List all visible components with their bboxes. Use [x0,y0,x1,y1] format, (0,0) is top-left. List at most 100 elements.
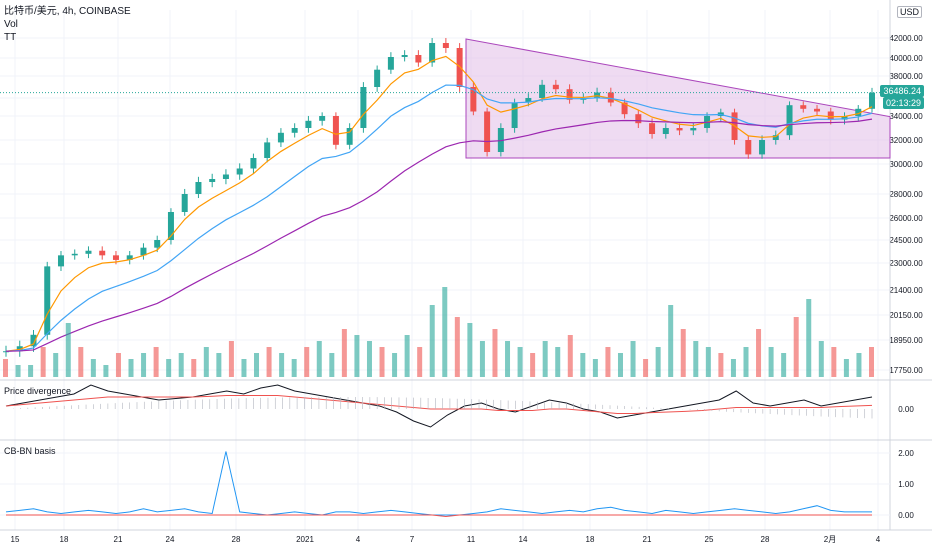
volume-bar [617,353,623,377]
volume-bar [404,335,410,377]
basis-pane-label: CB-BN basis [4,446,56,456]
volume-bar [379,347,385,377]
candle-body [497,128,504,152]
candle-body [415,55,422,63]
candle-body [360,87,367,128]
candle-body [222,174,229,179]
volume-bar [329,353,335,377]
volume-bar [115,353,121,377]
volume-bar [241,359,247,377]
volume-bar [65,323,71,377]
x-tick-label: 4 [356,535,361,544]
volume-bar [141,353,147,377]
volume-bar [254,353,260,377]
x-tick-label: 15 [11,535,20,544]
y-tick-label: 26000.00 [889,214,923,223]
candle-body [484,111,491,152]
candle-body [236,168,243,175]
candle-body [855,108,862,116]
y-tick-label: 42000.00 [889,34,923,43]
volume-bar [492,329,498,377]
volume-bar [392,353,398,377]
candle-body [167,212,174,240]
volume-bar [668,305,674,377]
tt-label: TT [4,32,17,43]
candle-body [511,102,518,128]
volume-bar [417,347,423,377]
candle-body [57,255,64,267]
candle-body [621,102,628,115]
x-tick-label: 28 [761,535,770,544]
candle-body [3,351,9,353]
volume-bar [279,353,285,377]
candle-body [566,89,573,100]
candle-body [456,48,463,87]
volume-bar [743,347,749,377]
volume-bar [454,317,460,377]
volume-bar [818,341,824,377]
candle-body [44,266,51,335]
candle-body [387,57,394,70]
currency-badge[interactable]: USD [896,6,922,18]
x-tick-label: 21 [643,535,652,544]
x-tick-label: 2021 [296,535,314,544]
candle-body [30,334,37,347]
volume-bar [843,359,849,377]
volume-bar [592,359,598,377]
volume-bar [768,347,774,377]
volume-bar [366,341,372,377]
volume-bar [542,341,548,377]
x-tick-label: 25 [705,535,714,544]
x-tick-label: 28 [232,535,241,544]
volume-bar [53,353,59,377]
basis-y-tick: 2.00 [898,449,914,458]
volume-bar [216,353,222,377]
descending-triangle [465,38,891,159]
chart-title: 比特币/美元, 4h, COINBASE [4,6,131,17]
y-tick-label: 23000.00 [889,259,923,268]
volume-bar [316,341,322,377]
x-tick-label: 18 [586,535,595,544]
candle-body [99,250,106,256]
candle-body [772,135,779,140]
candle-body [676,128,683,131]
ema-slow-line [5,118,873,352]
volume-bar [191,359,197,377]
x-tick-label: 24 [166,535,175,544]
candle-body [264,142,271,158]
y-tick-label: 28000.00 [889,190,923,199]
candle-body [305,120,312,128]
candle-body [250,158,257,169]
candle-body [154,240,161,248]
y-tick-label: 18950.00 [889,336,923,345]
volume-bar [831,347,837,377]
volume-bar [341,329,347,377]
candle-body [209,179,216,182]
volume-bar [40,347,46,377]
candle-body [374,69,381,87]
volume-bar [103,365,109,377]
volume-bar [693,341,699,377]
volume-bar [856,353,862,377]
candle-body [291,128,298,133]
y-tick-label: 34000.00 [889,112,923,121]
volume-bar [806,299,812,377]
volume-bar [266,347,272,377]
volume-bar [643,359,649,377]
volume-bar [567,335,573,377]
y-tick-label: 24500.00 [889,236,923,245]
volume-bar [517,347,523,377]
volume-bar [756,329,762,377]
candle-body [16,346,23,352]
volume-label: Vol [4,19,18,30]
y-tick-label: 32000.00 [889,136,923,145]
candle-body [607,92,614,103]
volume-bar [730,359,736,377]
y-tick-label: 21400.00 [889,286,923,295]
y-tick-label: 30000.00 [889,160,923,169]
candle-body [85,250,92,254]
volume-bar [90,359,96,377]
candle-body [470,87,477,112]
volume-bar [166,359,172,377]
